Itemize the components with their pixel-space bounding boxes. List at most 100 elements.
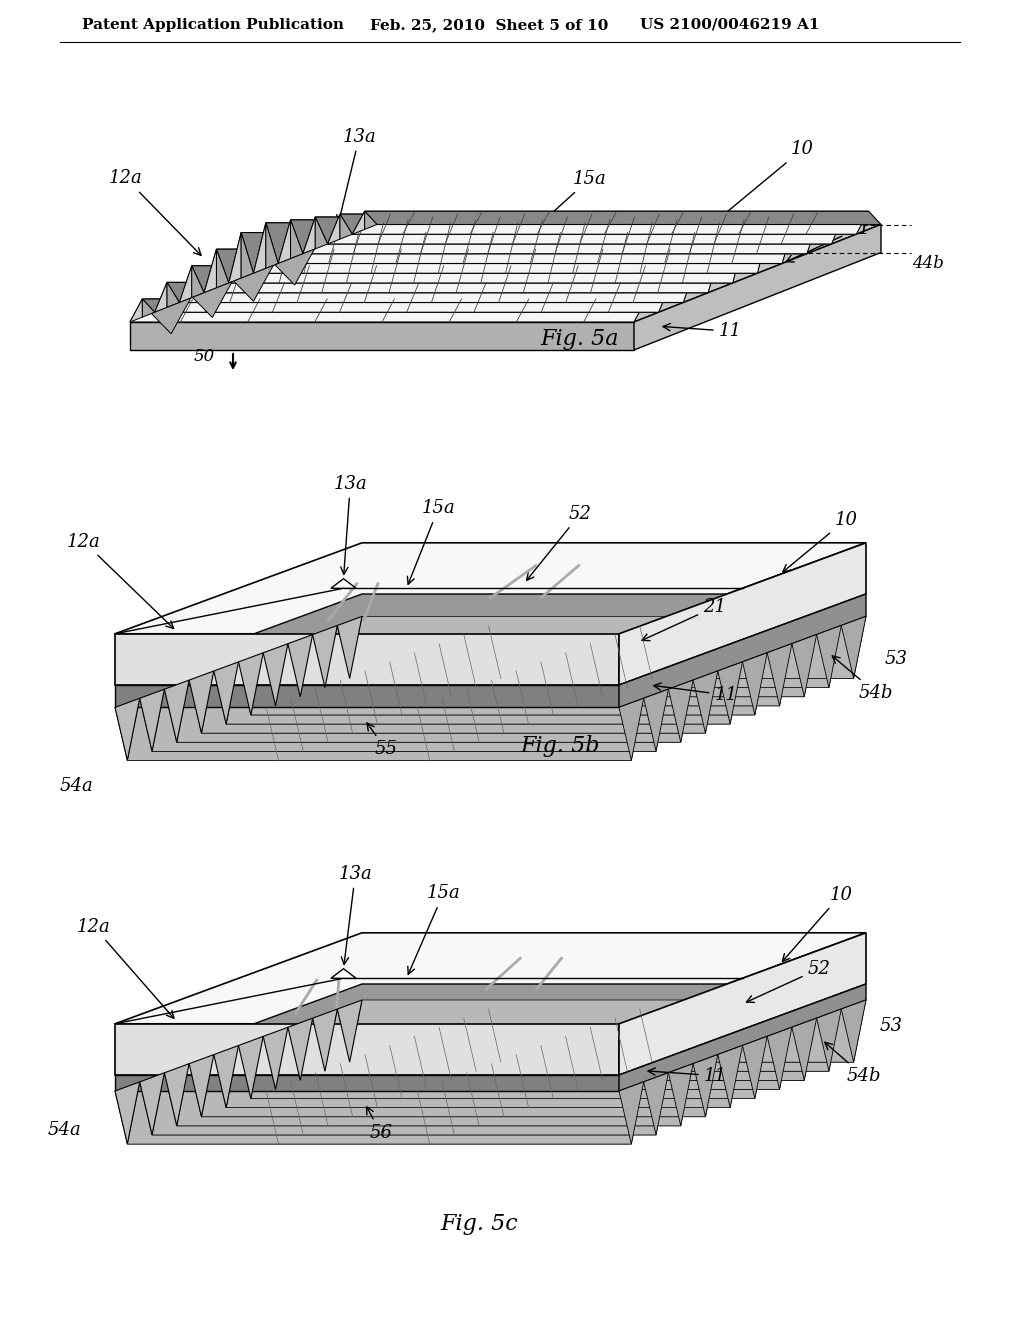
Polygon shape — [337, 1001, 362, 1063]
Text: 52: 52 — [746, 960, 830, 1002]
Polygon shape — [239, 661, 755, 715]
Text: US 2100/0046219 A1: US 2100/0046219 A1 — [640, 18, 819, 32]
Polygon shape — [644, 689, 669, 751]
Polygon shape — [115, 543, 866, 634]
Polygon shape — [266, 223, 279, 268]
Polygon shape — [693, 1055, 718, 1117]
Polygon shape — [191, 265, 709, 293]
Polygon shape — [139, 1073, 165, 1135]
Text: 12a: 12a — [110, 169, 201, 255]
Polygon shape — [115, 634, 618, 685]
Polygon shape — [142, 300, 155, 317]
Polygon shape — [618, 698, 644, 760]
Polygon shape — [718, 1045, 742, 1107]
Text: 11: 11 — [648, 1067, 727, 1085]
Text: 54a: 54a — [59, 777, 93, 795]
Polygon shape — [127, 1082, 644, 1144]
Text: 52: 52 — [526, 504, 592, 581]
Polygon shape — [300, 1018, 816, 1080]
Polygon shape — [239, 1036, 263, 1098]
Polygon shape — [204, 249, 721, 293]
Polygon shape — [644, 1073, 669, 1135]
Polygon shape — [177, 680, 693, 742]
Polygon shape — [251, 653, 767, 715]
Text: 15a: 15a — [408, 499, 456, 585]
Polygon shape — [254, 223, 770, 273]
Polygon shape — [669, 1064, 693, 1126]
Text: Feb. 25, 2010  Sheet 5 of 10: Feb. 25, 2010 Sheet 5 of 10 — [370, 18, 608, 32]
Polygon shape — [216, 249, 733, 282]
Polygon shape — [742, 1036, 767, 1098]
Polygon shape — [275, 1027, 792, 1089]
Polygon shape — [315, 216, 831, 244]
Polygon shape — [328, 214, 340, 244]
Text: 15a: 15a — [408, 884, 460, 974]
Polygon shape — [189, 671, 214, 733]
Polygon shape — [312, 1008, 337, 1072]
Polygon shape — [115, 1082, 139, 1144]
Text: 56: 56 — [367, 1107, 392, 1142]
Polygon shape — [337, 1008, 854, 1063]
Polygon shape — [618, 543, 866, 685]
Text: Fig. 5a: Fig. 5a — [540, 327, 618, 350]
Polygon shape — [303, 216, 315, 253]
Polygon shape — [155, 282, 671, 313]
Polygon shape — [291, 220, 303, 259]
Text: 53: 53 — [885, 651, 907, 668]
Polygon shape — [115, 1074, 618, 1092]
Polygon shape — [618, 594, 866, 708]
Polygon shape — [275, 644, 792, 706]
Polygon shape — [315, 216, 328, 249]
Text: 50: 50 — [194, 348, 215, 366]
Text: 12a: 12a — [77, 917, 174, 1018]
Polygon shape — [266, 223, 782, 264]
Polygon shape — [152, 298, 190, 334]
Polygon shape — [115, 708, 632, 760]
Polygon shape — [618, 933, 866, 1074]
Polygon shape — [130, 322, 634, 350]
Polygon shape — [191, 265, 204, 297]
Polygon shape — [142, 300, 658, 313]
Polygon shape — [115, 933, 866, 1024]
Polygon shape — [115, 983, 866, 1074]
Polygon shape — [130, 300, 646, 322]
Polygon shape — [274, 249, 314, 285]
Polygon shape — [767, 1027, 792, 1089]
Text: 44a: 44a — [598, 242, 630, 259]
Polygon shape — [177, 1064, 693, 1126]
Polygon shape — [792, 635, 816, 697]
Polygon shape — [189, 1064, 706, 1117]
Polygon shape — [152, 689, 669, 751]
Polygon shape — [202, 671, 718, 733]
Polygon shape — [792, 1018, 816, 1080]
Polygon shape — [288, 644, 804, 697]
Polygon shape — [115, 594, 866, 685]
Polygon shape — [767, 644, 792, 706]
Polygon shape — [115, 698, 139, 760]
Polygon shape — [239, 653, 263, 715]
Polygon shape — [228, 232, 745, 282]
Polygon shape — [288, 635, 312, 697]
Text: 54b: 54b — [824, 1043, 881, 1085]
Polygon shape — [718, 661, 742, 725]
Polygon shape — [130, 224, 881, 322]
Polygon shape — [115, 1024, 618, 1074]
Polygon shape — [167, 282, 683, 302]
Text: Patent Application Publication: Patent Application Publication — [82, 18, 344, 32]
Polygon shape — [693, 671, 718, 733]
Polygon shape — [279, 220, 291, 264]
Polygon shape — [193, 281, 232, 318]
Polygon shape — [189, 1055, 214, 1117]
Polygon shape — [226, 661, 742, 725]
Polygon shape — [179, 265, 695, 302]
Polygon shape — [337, 616, 362, 678]
Polygon shape — [340, 214, 856, 234]
Polygon shape — [288, 1027, 804, 1080]
Polygon shape — [365, 211, 377, 230]
Polygon shape — [127, 698, 644, 760]
Text: 10: 10 — [782, 886, 853, 961]
Polygon shape — [842, 1001, 866, 1063]
Polygon shape — [165, 1073, 681, 1126]
Polygon shape — [331, 578, 356, 589]
Polygon shape — [352, 211, 868, 234]
